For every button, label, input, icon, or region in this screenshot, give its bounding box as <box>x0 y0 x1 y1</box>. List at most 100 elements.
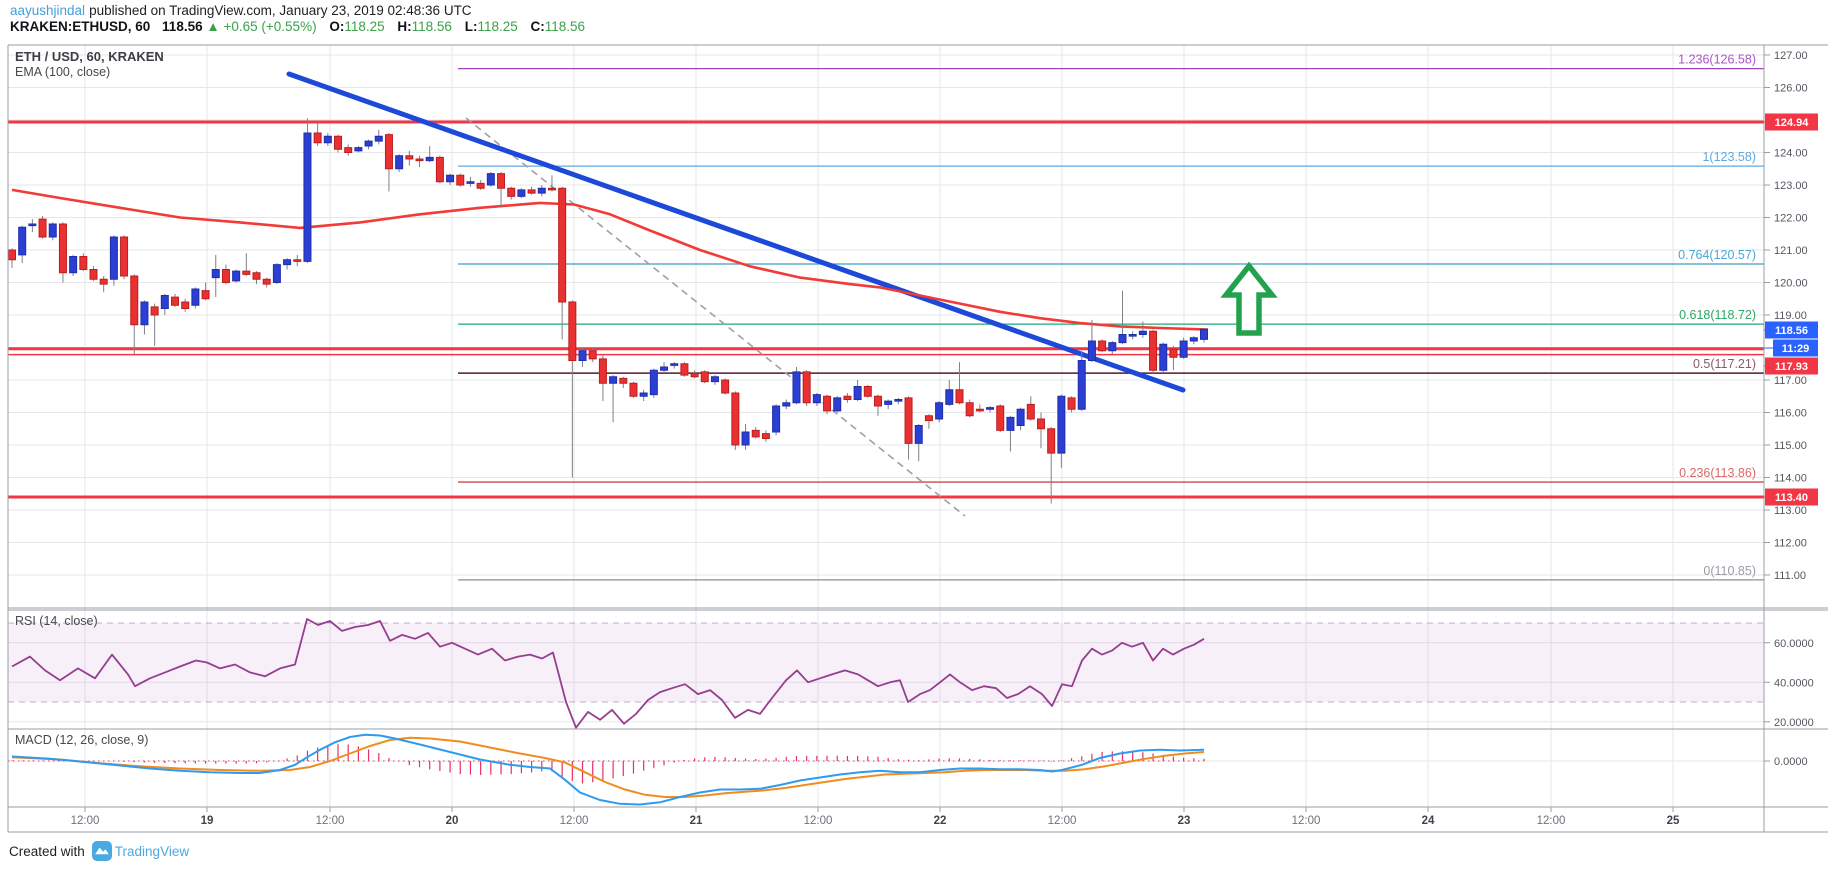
price-change: +0.65 (+0.55%) <box>223 19 317 34</box>
candle-up <box>48 223 57 238</box>
time-tick-label: 25 <box>1667 815 1680 827</box>
byline: aayushjindal published on TradingView.com… <box>10 3 472 18</box>
pane-borders <box>7 44 1828 833</box>
candle-down <box>955 389 964 404</box>
tradingview-brand-link[interactable]: TradingView <box>114 843 190 859</box>
candle-down <box>476 182 485 189</box>
candle-down <box>823 395 832 412</box>
candle-up <box>1159 343 1168 371</box>
candle-up <box>191 288 200 306</box>
close-value: 118.56 <box>544 19 586 34</box>
candle-up <box>109 236 118 280</box>
published-note: published on TradingView.com, January 23… <box>89 3 472 18</box>
price-tick-label: 126.00 <box>1774 83 1808 95</box>
candle-down <box>293 259 302 262</box>
candle-down <box>873 395 882 407</box>
fib-label: 1(123.58) <box>1702 150 1756 164</box>
candle-down <box>1047 428 1056 454</box>
descending-trend-line[interactable] <box>286 71 1186 393</box>
high-label: H: <box>397 19 412 34</box>
candle-up <box>710 376 719 383</box>
macd-signal-line[interactable] <box>11 736 1205 798</box>
candle-up <box>1077 360 1086 410</box>
candle-down <box>201 290 210 300</box>
open-value: 118.25 <box>344 19 385 34</box>
candle-up <box>578 350 587 361</box>
candle-down <box>843 395 852 400</box>
dashed-trend-line[interactable] <box>465 117 966 517</box>
price-badges: 124.94 118.56 11:29 117.93 113.40 <box>1764 113 1818 506</box>
svg-text:117.93: 117.93 <box>1775 361 1808 373</box>
candle-down <box>456 174 465 186</box>
candle-up <box>853 386 862 400</box>
candle-down <box>1067 397 1076 410</box>
close-label: C: <box>530 19 545 34</box>
candle-down <box>435 156 444 183</box>
candle-up <box>211 269 220 279</box>
candle-down <box>415 158 424 162</box>
candle-up <box>1199 328 1208 340</box>
price-tick-label: 127.00 <box>1774 50 1808 62</box>
rsi-tick-label: 20.0000 <box>1774 717 1814 729</box>
candle-up <box>812 394 821 404</box>
candle-down <box>1169 348 1178 358</box>
low-value: 118.25 <box>477 19 518 34</box>
candle-down <box>1098 340 1107 352</box>
up-triangle-icon: ▲ <box>206 19 220 34</box>
price-axis: 127.00 126.00 124.00 123.00 122.00 121.00 120.… <box>1764 50 1814 768</box>
price-tick-label: 115.00 <box>1774 440 1807 452</box>
candle-down <box>761 433 770 439</box>
price-tick-label: 117.00 <box>1774 375 1807 387</box>
svg-text:118.56: 118.56 <box>1775 325 1808 337</box>
candle-down <box>8 249 16 261</box>
price-tick-label: 120.00 <box>1774 278 1808 290</box>
time-tick-label: 20 <box>446 815 459 827</box>
candle-up <box>1087 340 1096 361</box>
candle-down <box>588 350 597 360</box>
time-tick-label: 22 <box>934 815 947 827</box>
candle-down <box>221 269 230 283</box>
pane-legend-symbol[interactable]: ETH / USD, 60, KRAKEN <box>15 49 164 64</box>
price-badge <box>1765 113 1818 131</box>
price-tick-label: 116.00 <box>1774 408 1807 420</box>
candle-down <box>89 269 98 280</box>
created-with-label: Created with <box>9 843 85 859</box>
pane-legend-macd[interactable]: MACD (12, 26, close, 9) <box>15 733 149 747</box>
rsi-band <box>8 622 1764 703</box>
last-price: 118.56 <box>162 19 203 34</box>
candle-up <box>466 181 475 184</box>
tradingview-logo-icon[interactable] <box>91 841 112 861</box>
buy-arrow-icon[interactable] <box>1220 261 1278 336</box>
candle-down <box>313 132 322 144</box>
fib-label: 0.5(117.21) <box>1693 357 1756 371</box>
candle-up <box>670 363 679 366</box>
time-tick-label: 24 <box>1422 815 1435 827</box>
author-link[interactable]: aayushjindal <box>10 3 86 18</box>
candle-up <box>354 147 363 152</box>
candle-down <box>384 134 393 170</box>
footer-credit: Created with TradingView <box>9 841 189 861</box>
pane-legend-rsi[interactable]: RSI (14, close) <box>15 614 98 628</box>
fib-label: 1.236(126.58) <box>1678 53 1756 67</box>
price-badge <box>1765 357 1818 375</box>
time-axis: 12:00 19 12:00 20 12:00 21 12:00 22 12:00 23 12:00… <box>71 807 1680 827</box>
candle-up <box>232 270 241 282</box>
candle-down <box>629 382 638 397</box>
symbol-quote-row: KRAKEN:ETHUSD, 60 118.56 ▲ +0.65 (+0.55%… <box>10 19 585 34</box>
candle-down <box>1149 330 1158 371</box>
candle-down <box>558 187 567 303</box>
rsi-line[interactable] <box>11 618 1205 729</box>
macd-line[interactable] <box>11 733 1205 806</box>
ema-100-line[interactable] <box>11 188 1209 331</box>
candle-up <box>374 135 383 142</box>
candle-up <box>609 376 618 384</box>
high-value: 118.56 <box>411 19 452 34</box>
fib-label: 0.764(120.57) <box>1678 248 1756 262</box>
pane-legend-ema[interactable]: EMA (100, close) <box>15 65 111 79</box>
candles[interactable] <box>8 118 1208 504</box>
candle-up <box>945 389 954 405</box>
candle-down <box>996 405 1005 431</box>
symbol-title: KRAKEN:ETHUSD, 60 <box>10 19 151 34</box>
time-tick-label: 12:00 <box>560 815 589 827</box>
